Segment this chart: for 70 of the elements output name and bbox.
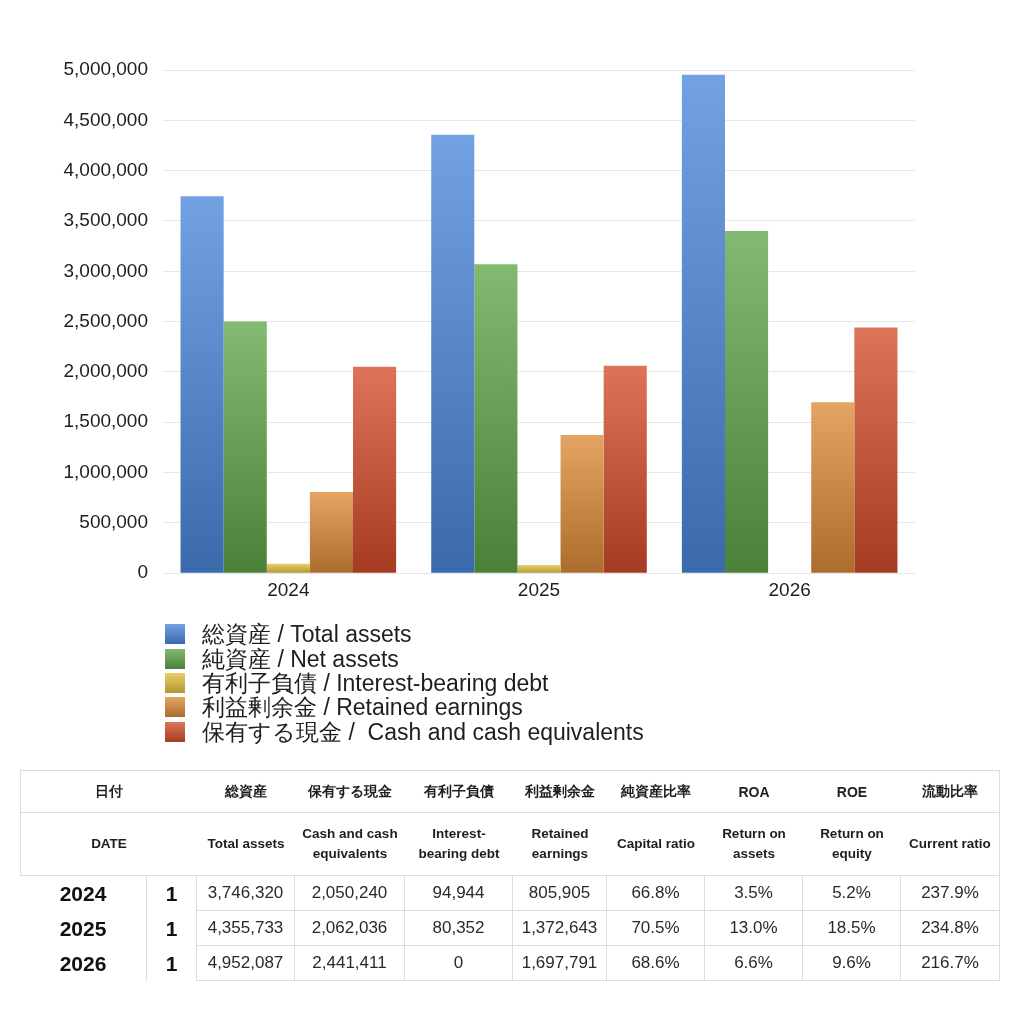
data-label: 66.8% — [607, 876, 705, 911]
data-label: 216.7% — [901, 946, 1000, 981]
category-label: 2025 — [20, 911, 147, 946]
data-label: 1 — [147, 876, 197, 911]
text: 有利子負債 Interest-bearing debt — [418, 782, 500, 861]
text: 純資産比率 Capital ratio — [616, 782, 695, 851]
y-tick-label: 4,000,000 — [63, 158, 148, 180]
y-tick-label: 5,000,000 — [63, 58, 148, 80]
text: 日付 DATE — [91, 782, 127, 851]
text: ROE Return on equity — [820, 783, 884, 861]
bar — [180, 196, 224, 573]
data-label: 94,944 — [405, 876, 513, 911]
data-label: 5.2% — [803, 876, 901, 911]
y-tick-label: 2,000,000 — [63, 360, 148, 382]
data-label: 3,746,320 — [197, 876, 295, 911]
bar — [854, 327, 898, 573]
data-label: 2,050,240 — [295, 876, 405, 911]
category-label: 2026 — [20, 946, 147, 981]
data-label: 4,952,087 — [197, 946, 295, 981]
data-label: 0 — [405, 946, 513, 981]
bar — [309, 492, 354, 573]
data-label: 70.5% — [607, 911, 705, 946]
data-label: 13.0% — [705, 911, 803, 946]
legend-label: 純資産 / Net assets — [202, 645, 399, 672]
y-tick-label: 500,000 — [79, 511, 148, 533]
data-label: 80,352 — [405, 911, 513, 946]
data-label: 1,372,643 — [513, 911, 607, 946]
text: 流動比率 Current ratio — [909, 782, 991, 851]
bar — [603, 365, 647, 573]
data-label: 68.6% — [607, 946, 705, 981]
data-label: 1 — [147, 946, 197, 981]
y-tick-label: 0 — [137, 561, 148, 583]
bar — [725, 231, 769, 573]
text: ROA Return on assets — [722, 783, 786, 861]
bar — [353, 366, 397, 573]
data-label: 3.5% — [705, 876, 803, 911]
text: 利益剰余金 Retained earnings — [525, 782, 595, 861]
bar — [811, 402, 855, 573]
data-label: 4,355,733 — [197, 911, 295, 946]
y-tick-label: 3,500,000 — [63, 209, 148, 231]
legend-label: 有利子負債 / Interest-bearing debt — [202, 669, 549, 696]
text: 保有する現金 Cash and cash equivalents — [302, 782, 398, 861]
x-tick-label: 2025 — [517, 578, 561, 600]
bar — [681, 74, 725, 573]
category-label: 2024 — [20, 876, 147, 911]
data-label: 805,905 — [513, 876, 607, 911]
bar — [517, 565, 561, 573]
bar — [560, 435, 604, 573]
y-tick-label: 2,500,000 — [63, 309, 148, 331]
bar — [474, 264, 518, 573]
data-label: 18.5% — [803, 911, 901, 946]
y-tick-label: 4,500,000 — [63, 108, 148, 130]
y-tick-label: 3,000,000 — [63, 259, 148, 281]
bar — [266, 563, 310, 573]
x-tick-label: 2024 — [267, 578, 310, 600]
y-tick-label: 1,500,000 — [63, 410, 148, 432]
data-label: 6.6% — [705, 946, 803, 981]
data-label: 2,441,411 — [295, 946, 405, 981]
bar — [431, 134, 475, 573]
y-tick-label: 1,000,000 — [63, 460, 148, 482]
data-label: 1,697,791 — [513, 946, 607, 981]
bar — [223, 321, 267, 573]
data-label: 237.9% — [901, 876, 1000, 911]
data-label: 234.8% — [901, 911, 1000, 946]
data-label: 9.6% — [803, 946, 901, 981]
data-label: 1 — [147, 911, 197, 946]
text: 総資産 Total assets — [207, 782, 285, 851]
legend-label: 総資産 / Total assets — [202, 621, 412, 648]
x-tick-label: 2026 — [768, 578, 811, 600]
data-label: 2,062,036 — [295, 911, 405, 946]
